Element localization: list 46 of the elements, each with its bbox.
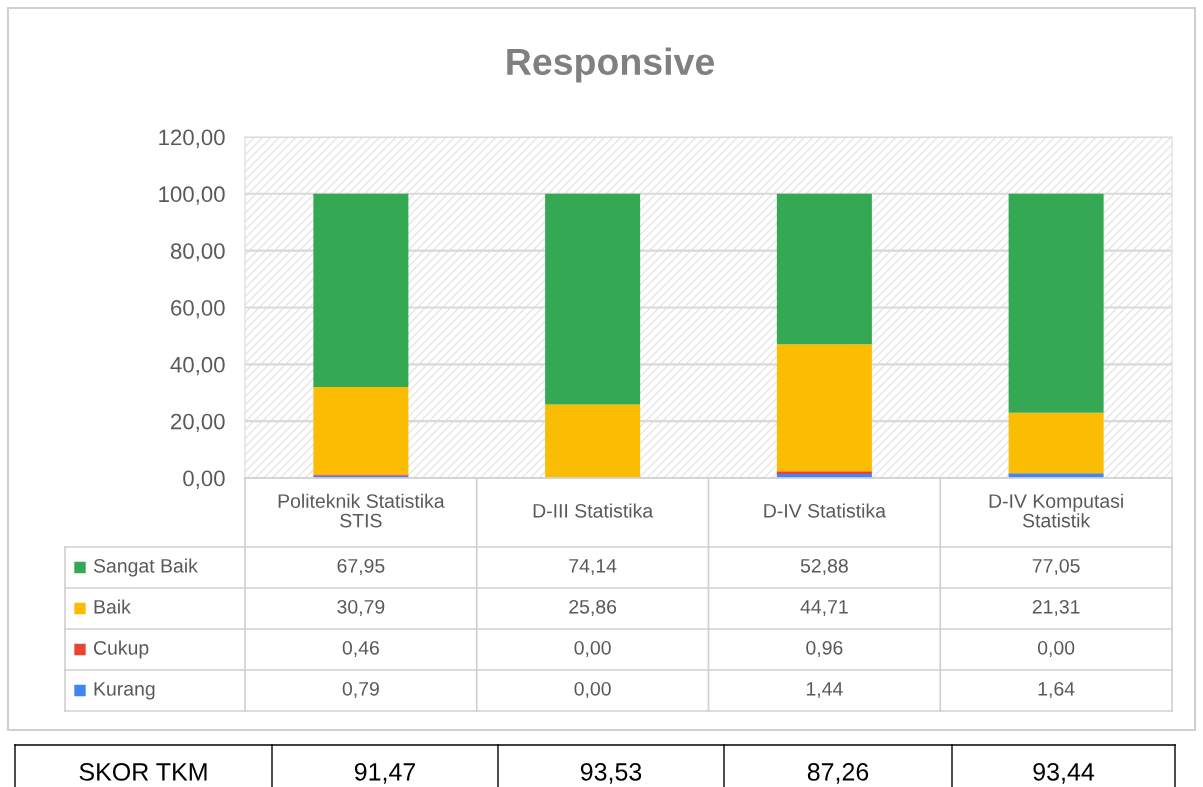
data-label: 0,00 xyxy=(1037,640,1075,658)
legend-label: Cukup xyxy=(93,640,149,659)
legend-label: Baik xyxy=(94,599,131,614)
x-tick-label: D-IV Komputasi Statistik xyxy=(989,493,1123,528)
data-label: 0,96 xyxy=(806,640,843,658)
y-tick-label: 40,00 xyxy=(170,356,225,376)
data-label: 1,64 xyxy=(1038,681,1075,699)
bar xyxy=(776,193,872,345)
y-tick-label: 20,00 xyxy=(171,413,225,433)
data-label: 1,44 xyxy=(806,682,843,699)
data-label: 77,05 xyxy=(1032,558,1080,576)
y-tick-label: 120,00 xyxy=(159,129,225,148)
x-tick-label: D-III Statistika xyxy=(533,503,654,518)
legend-label: Kurang xyxy=(94,682,155,700)
data-label: 0,00 xyxy=(574,681,611,699)
data-label: 0,00 xyxy=(574,640,611,658)
bar xyxy=(1008,412,1104,474)
text: 91,47 xyxy=(354,763,416,784)
text: 93,53 xyxy=(580,763,642,784)
x-tick-label: D-IV Statistika xyxy=(764,503,886,518)
data-label: 30,79 xyxy=(337,599,385,617)
data-label: 74,14 xyxy=(569,559,617,576)
text: 93,44 xyxy=(1033,763,1095,784)
data-label: 52,88 xyxy=(800,558,848,576)
data-label: 67,95 xyxy=(337,558,385,576)
chart-title: Responsive xyxy=(507,47,714,83)
bar xyxy=(313,193,409,387)
bar xyxy=(545,193,641,405)
data-label: 0,46 xyxy=(342,640,379,658)
y-tick-label: 80,00 xyxy=(170,243,225,262)
y-tick-label: 100,00 xyxy=(159,186,225,205)
text: SKOR TKM xyxy=(79,763,207,781)
data-label: 44,71 xyxy=(800,600,848,617)
data-label: 25,86 xyxy=(569,599,617,617)
text: 87,26 xyxy=(807,763,869,784)
legend-label: Sangat Baik xyxy=(93,558,198,577)
y-tick-label: 60,00 xyxy=(171,300,225,319)
data-label: 21,31 xyxy=(1032,599,1080,617)
bar xyxy=(545,404,641,478)
x-tick-label: Politeknik Statistika STIS xyxy=(278,493,445,528)
bar xyxy=(1008,193,1104,413)
bar xyxy=(776,471,872,474)
data-label: 0,79 xyxy=(342,681,379,699)
bar xyxy=(313,386,409,475)
y-tick-label: 0,00 xyxy=(183,470,225,489)
bar xyxy=(776,344,872,472)
